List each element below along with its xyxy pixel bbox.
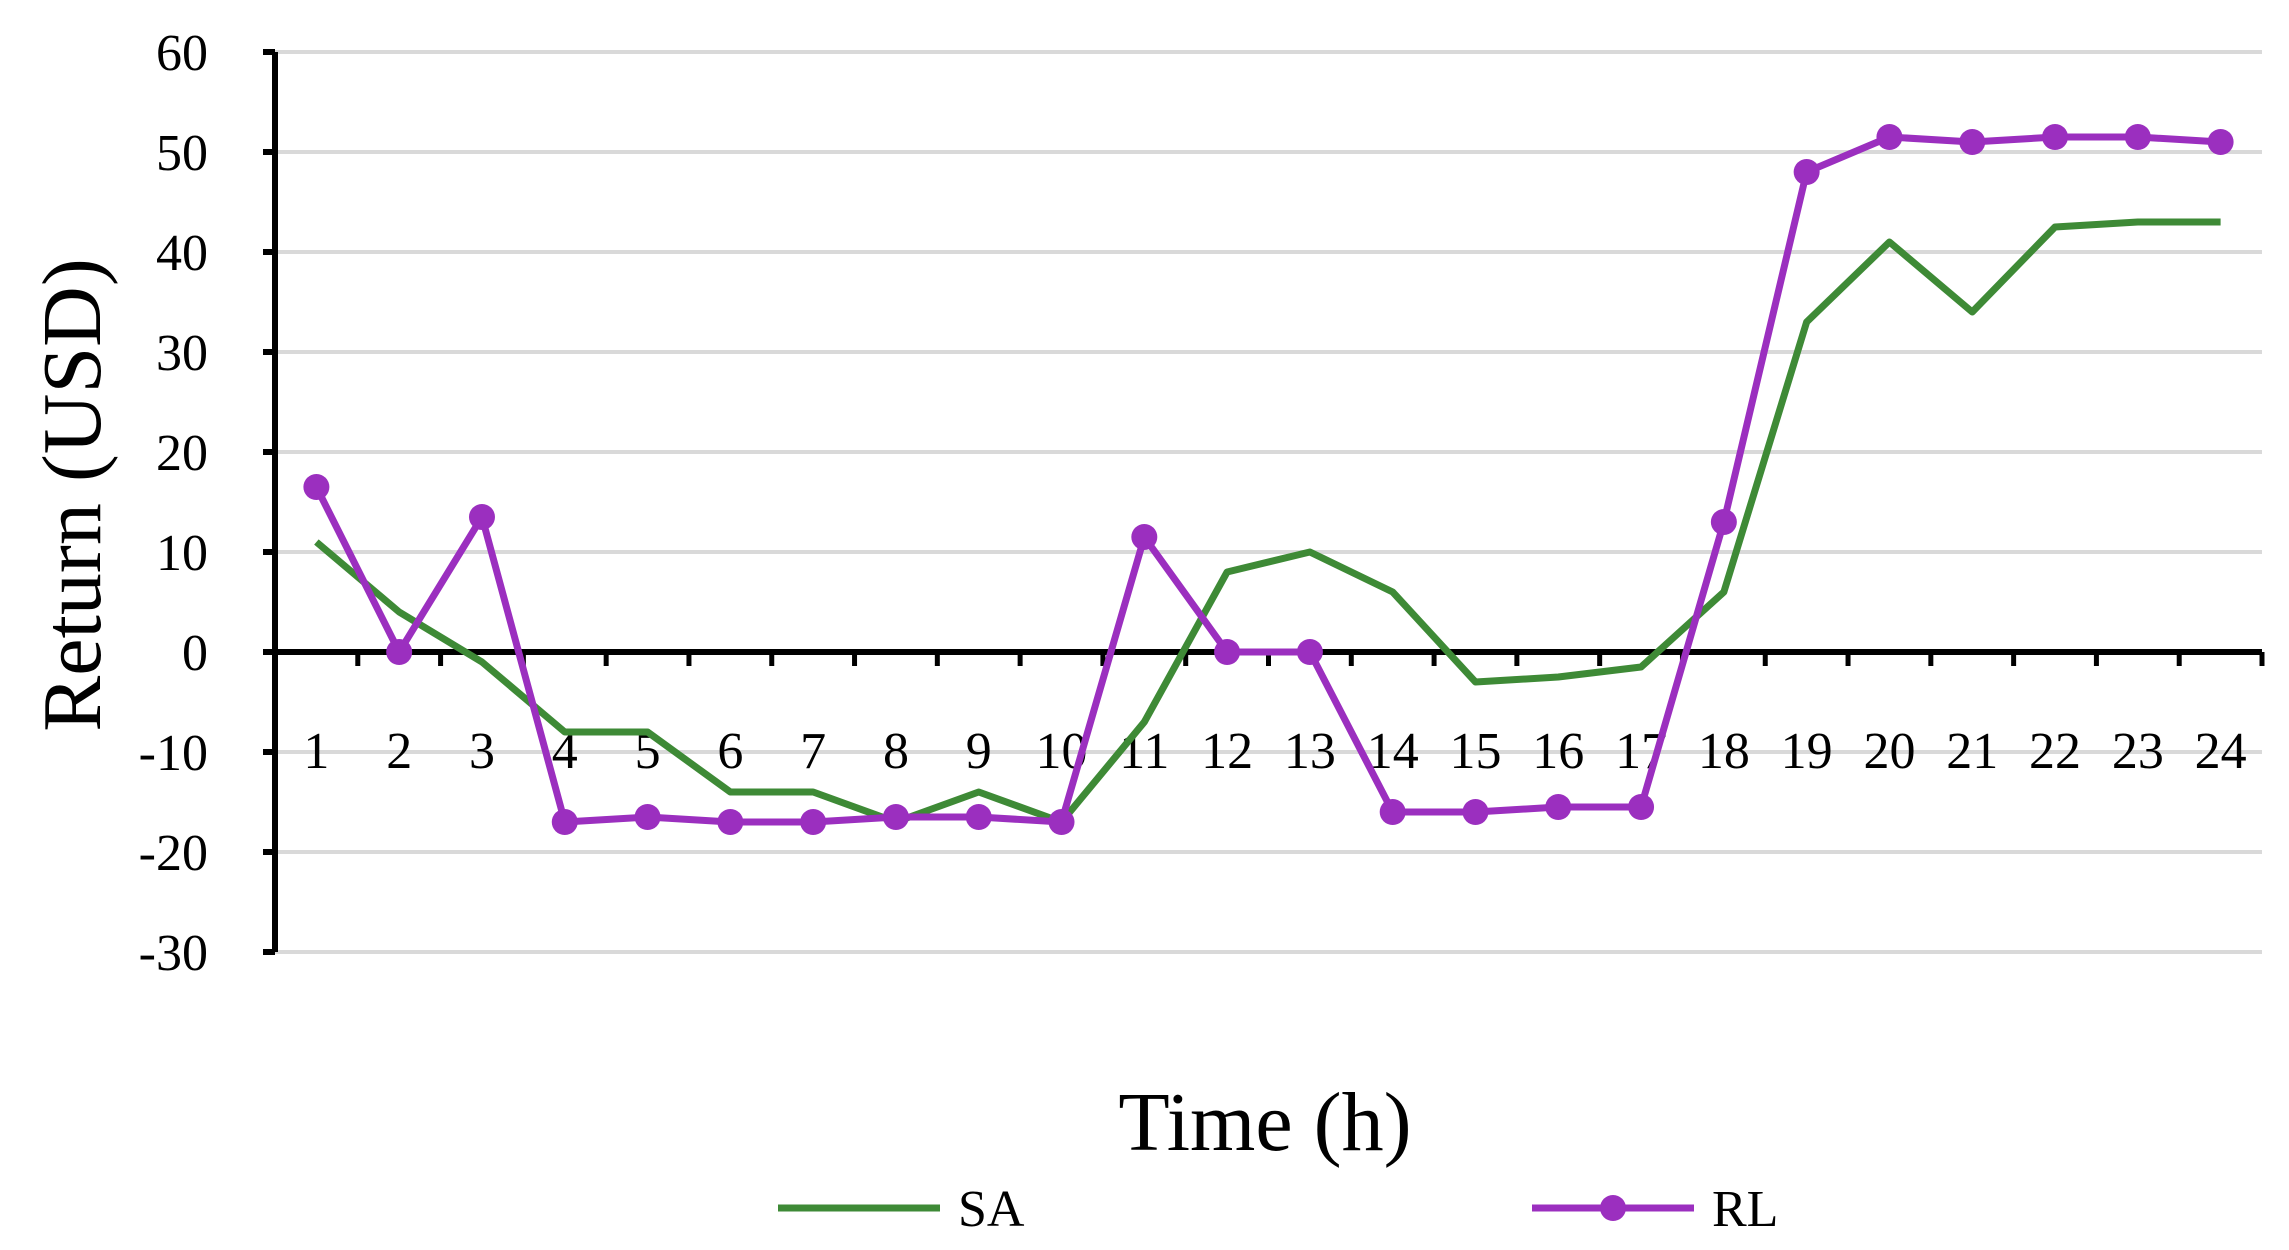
x-tick-label: 13 — [1284, 723, 1336, 780]
series-rl — [303, 124, 2234, 835]
data-point — [965, 804, 992, 830]
gridlines — [275, 50, 2262, 954]
data-point — [1793, 159, 1820, 185]
y-tick-label: -10 — [139, 725, 208, 782]
x-tick-label: 18 — [1698, 723, 1750, 780]
x-tick-label: 12 — [1201, 723, 1253, 780]
y-tick-label: -20 — [139, 825, 208, 882]
x-tick-label: 8 — [883, 723, 909, 780]
y-tick-label: 40 — [156, 225, 208, 282]
legend-item-sa: SA — [778, 1181, 1025, 1238]
data-point — [468, 504, 495, 530]
y-tick-label: 50 — [156, 125, 208, 182]
y-axis-title: Return (USD) — [26, 258, 119, 732]
series-layer — [303, 124, 2234, 835]
data-point — [303, 474, 330, 500]
legend-marker — [1600, 1195, 1626, 1221]
legend: SA RL — [778, 1181, 1778, 1238]
x-tick-label: 14 — [1367, 723, 1419, 780]
x-tick-label: 21 — [1946, 723, 1998, 780]
data-point — [2207, 129, 2234, 155]
data-point — [717, 809, 744, 835]
x-axis-title: Time (h) — [1118, 1076, 1411, 1169]
legend-label: SA — [958, 1181, 1025, 1238]
data-point — [882, 804, 909, 830]
data-point — [2042, 124, 2069, 150]
x-tick-label: 3 — [469, 723, 495, 780]
data-point — [1545, 794, 1572, 820]
x-tick-label: 20 — [1863, 723, 1915, 780]
series-sa — [314, 218, 2221, 826]
data-point — [634, 804, 661, 830]
x-tick-label: 19 — [1781, 723, 1833, 780]
data-point — [1628, 794, 1655, 820]
y-axis: 60 50 40 30 20 10 0 -10 -20 -30 — [139, 25, 278, 982]
y-tick-label: 0 — [182, 625, 208, 682]
x-tick-label: 2 — [386, 723, 412, 780]
x-tick-label: 23 — [2112, 723, 2164, 780]
data-point — [386, 639, 413, 665]
x-tick-label: 9 — [966, 723, 992, 780]
x-axis: 1 2 3 4 5 6 7 8 9 10 11 12 13 14 15 16 17 18 19 20 21 22 23 24 — [272, 649, 2265, 780]
x-tick-label: 1 — [303, 723, 329, 780]
x-tick-label: 6 — [717, 723, 743, 780]
x-tick-label: 11 — [1119, 723, 1169, 780]
data-point — [1710, 509, 1737, 535]
data-point — [1296, 639, 1323, 665]
x-tick-label: 7 — [800, 723, 826, 780]
x-tick-label: 15 — [1449, 723, 1501, 780]
data-point — [1959, 129, 1986, 155]
data-point — [1876, 124, 1903, 150]
x-tick-label: 16 — [1532, 723, 1584, 780]
x-tick-label: 24 — [2195, 723, 2247, 780]
data-point — [1214, 639, 1241, 665]
data-point — [1379, 799, 1406, 825]
data-point — [1048, 809, 1075, 835]
series-line — [313, 133, 2221, 826]
data-point — [551, 809, 578, 835]
series-line — [314, 218, 2221, 826]
data-point — [1462, 799, 1489, 825]
data-point — [2124, 124, 2151, 150]
y-tick-label: 30 — [156, 325, 208, 382]
data-point — [1131, 524, 1158, 550]
y-tick-label: 10 — [156, 525, 208, 582]
legend-item-rl: RL — [1532, 1181, 1778, 1238]
y-tick-label: 60 — [156, 25, 208, 82]
legend-label: RL — [1712, 1181, 1778, 1238]
data-point — [800, 809, 827, 835]
y-tick-label: 20 — [156, 425, 208, 482]
x-tick-label: 22 — [2029, 723, 2081, 780]
y-tick-label: -30 — [139, 925, 208, 982]
